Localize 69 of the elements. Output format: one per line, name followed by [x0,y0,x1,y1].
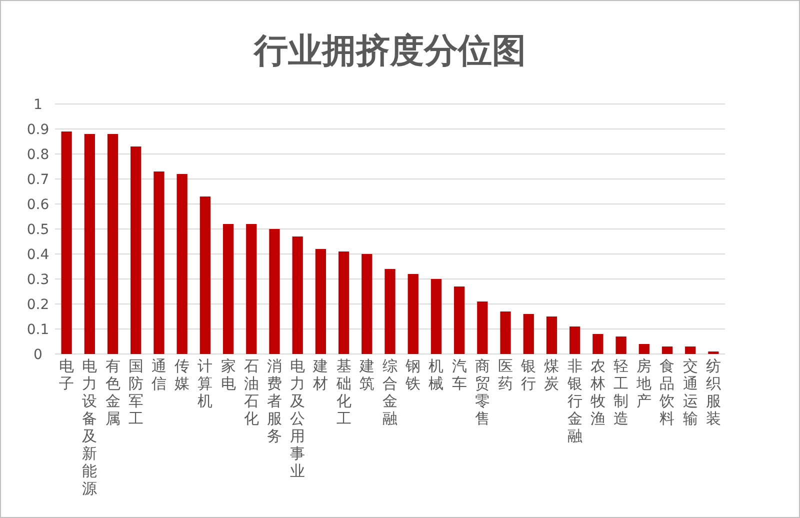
bar [454,286,465,354]
y-tick-label: 0.2 [26,297,50,313]
bar [61,132,72,354]
x-tick-label: 房地产 [636,357,652,410]
x-tick-label: 农林牧渔 [589,357,606,428]
y-tick-label: 0.3 [26,272,50,288]
bar [500,312,511,354]
x-tick-label: 通信 [151,357,166,392]
bar [130,146,142,354]
y-tick-label: 0.7 [26,172,50,188]
x-tick-label: 煤炭 [544,357,560,392]
x-tick-label: 纺织服装 [706,357,721,428]
y-tick-label: 0.4 [26,247,50,263]
x-tick-label: 建筑 [358,357,374,392]
y-tick-label: 0.5 [26,222,50,238]
bar [246,224,257,354]
bar [154,172,164,354]
x-tick-label: 基础化工 [335,357,352,428]
bar [477,302,488,354]
x-tick-label: 家电 [220,357,236,392]
y-tick-label: 0.9 [26,122,50,138]
x-tick-label: 医药 [498,357,514,392]
bar [616,336,626,354]
bar [292,236,303,354]
bar [84,134,95,354]
y-tick-label: 1 [34,97,42,113]
x-tick-label: 商贸零售 [474,357,490,428]
x-tick-label: 电力及公用事业 [290,357,306,480]
bar [200,196,210,354]
x-tick-label: 钢铁 [404,357,421,392]
bar [592,334,604,354]
x-tick-label: 有色金属 [105,357,120,428]
bar [638,344,650,354]
bar [430,279,442,354]
x-tick-label: 国防军工 [128,357,144,428]
bar [269,229,280,354]
x-tick-label: 银行 [520,357,536,392]
bar [362,254,372,354]
bar [546,316,558,354]
bar [315,249,326,354]
x-tick-label: 食品饮料 [658,357,675,428]
bar [408,274,418,354]
bar [662,346,673,354]
bar [176,174,188,354]
x-tick-label: 机械 [428,357,444,392]
x-tick-label: 建材 [312,357,328,392]
bar [523,314,534,354]
x-tick-label: 消费者服务 [266,357,282,445]
y-tick-label: 0.8 [26,147,50,163]
bar [685,346,696,354]
bar [107,134,118,354]
bar [384,269,396,354]
y-tick-label: 0 [34,347,42,363]
x-tick-label: 电子 [59,357,74,392]
x-tick-label: 轻工制造 [614,357,629,428]
y-tick-label: 0.6 [26,197,50,213]
x-tick-label: 电力设备及新能源 [82,357,98,498]
x-tick-label: 交通运输 [682,357,698,428]
x-tick-label: 石油石化 [244,357,259,428]
x-tick-label: 传媒 [174,357,190,392]
x-tick-label: 非银行金融 [566,357,582,445]
x-tick-label: 汽车 [452,357,467,392]
y-tick-label: 0.1 [26,322,50,338]
bar [338,252,350,354]
bar [222,224,234,354]
chart-title: 行业拥挤度分位图 [253,31,526,71]
x-tick-label: 计算机 [198,357,213,410]
x-tick-label: 综合金融 [382,357,398,428]
bar [570,326,580,354]
